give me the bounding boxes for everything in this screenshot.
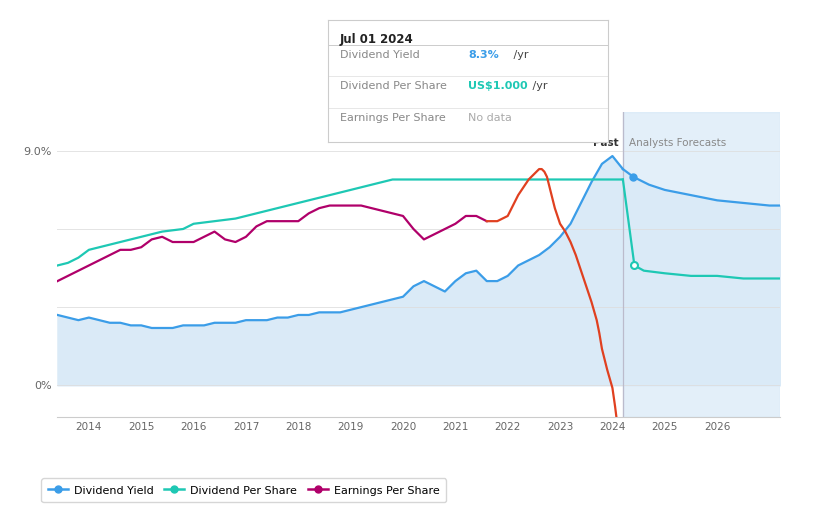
Text: Jul 01 2024: Jul 01 2024 xyxy=(340,33,413,46)
Text: Dividend Yield: Dividend Yield xyxy=(340,50,420,59)
Bar xyxy=(623,112,780,417)
Text: /yr: /yr xyxy=(510,50,529,59)
Text: Past: Past xyxy=(593,138,619,148)
Text: /yr: /yr xyxy=(530,81,548,91)
Text: US$1.000: US$1.000 xyxy=(468,81,528,91)
Legend: Dividend Yield, Dividend Per Share, Earnings Per Share: Dividend Yield, Dividend Per Share, Earn… xyxy=(41,479,446,502)
Text: Earnings Per Share: Earnings Per Share xyxy=(340,113,445,123)
Text: No data: No data xyxy=(468,113,511,123)
Text: Dividend Per Share: Dividend Per Share xyxy=(340,81,447,91)
Text: Analysts Forecasts: Analysts Forecasts xyxy=(629,138,727,148)
Text: 8.3%: 8.3% xyxy=(468,50,498,59)
